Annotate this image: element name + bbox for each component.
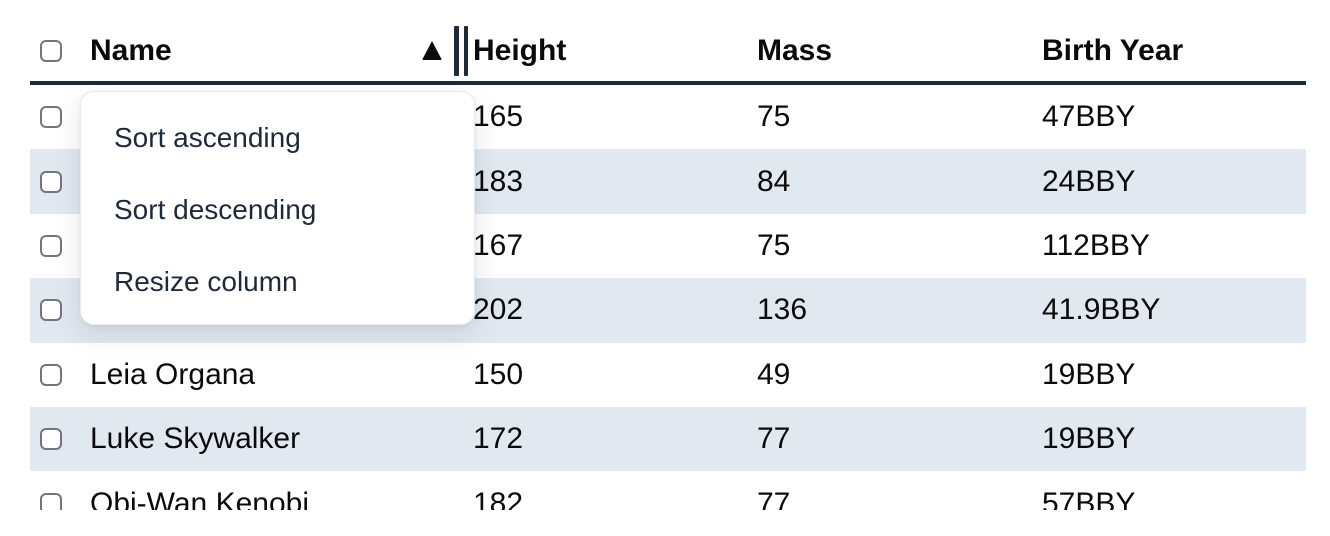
cell-name: Obi-Wan Kenobi bbox=[90, 487, 473, 510]
cell-text: 41.9BBY bbox=[1042, 293, 1161, 327]
cell-text: Leia Organa bbox=[90, 357, 256, 391]
cell-birth-year: 41.9BBY bbox=[1042, 293, 1306, 327]
row-select-cell bbox=[30, 428, 90, 451]
cell-text: 77 bbox=[757, 486, 791, 510]
cell-text: 183 bbox=[473, 164, 524, 198]
cell-text: 75 bbox=[757, 100, 791, 134]
column-header-birth-year-label: Birth Year bbox=[1042, 33, 1184, 67]
sort-ascending-icon bbox=[422, 41, 442, 60]
cell-name: Luke Skywalker bbox=[90, 422, 473, 456]
cell-text: 172 bbox=[473, 422, 524, 456]
table-header-row: Name Height Mass Birth Year bbox=[30, 0, 1306, 85]
column-header-height[interactable]: Height bbox=[473, 34, 757, 68]
cell-text: 150 bbox=[473, 357, 524, 391]
cell-text: 167 bbox=[473, 228, 524, 262]
cell-text: 75 bbox=[757, 228, 791, 262]
cell-text: 112BBY bbox=[1042, 228, 1150, 262]
column-header-name-label: Name bbox=[90, 33, 172, 67]
cell-text: 57BBY bbox=[1042, 486, 1136, 510]
cell-mass: 77 bbox=[757, 422, 1042, 456]
cell-text: 49 bbox=[757, 357, 791, 391]
cell-birth-year: 24BBY bbox=[1042, 165, 1306, 199]
cell-text: 136 bbox=[757, 293, 808, 327]
cell-birth-year: 47BBY bbox=[1042, 100, 1306, 134]
cell-height: 150 bbox=[473, 358, 757, 392]
cell-height: 183 bbox=[473, 165, 757, 199]
cell-birth-year: 112BBY bbox=[1042, 229, 1306, 263]
cell-mass: 75 bbox=[757, 229, 1042, 263]
cell-birth-year: 57BBY bbox=[1042, 487, 1306, 510]
cell-height: 167 bbox=[473, 229, 757, 263]
column-context-menu: Sort ascending Sort descending Resize co… bbox=[80, 91, 475, 325]
row-checkbox[interactable] bbox=[40, 234, 62, 257]
header-select-cell bbox=[30, 39, 90, 62]
cell-text: 165 bbox=[473, 100, 524, 134]
column-header-mass-label: Mass bbox=[757, 33, 833, 67]
cell-mass: 49 bbox=[757, 358, 1042, 392]
row-select-cell bbox=[30, 234, 90, 257]
cell-text: Obi-Wan Kenobi bbox=[90, 486, 309, 510]
cell-mass: 75 bbox=[757, 100, 1042, 134]
row-checkbox[interactable] bbox=[40, 170, 62, 193]
column-header-birth-year[interactable]: Birth Year bbox=[1042, 34, 1306, 68]
table-row: Obi-Wan Kenobi 182 77 57BBY bbox=[30, 471, 1306, 510]
cell-text: 182 bbox=[473, 486, 524, 510]
row-checkbox[interactable] bbox=[40, 363, 62, 386]
row-checkbox[interactable] bbox=[40, 299, 62, 322]
row-select-cell bbox=[30, 106, 90, 129]
row-checkbox[interactable] bbox=[40, 106, 62, 129]
table-row: 165 75 47BBY bbox=[30, 85, 1306, 149]
cell-height: 172 bbox=[473, 422, 757, 456]
cell-text: 84 bbox=[757, 164, 791, 198]
table-row: Luke Skywalker 172 77 19BBY bbox=[30, 406, 1306, 472]
cell-text: 24BBY bbox=[1042, 164, 1136, 198]
row-select-cell bbox=[30, 363, 90, 386]
menu-item-resize-column[interactable]: Resize column bbox=[114, 266, 298, 297]
cell-text: 202 bbox=[473, 293, 524, 327]
cell-mass: 77 bbox=[757, 487, 1042, 510]
row-select-cell bbox=[30, 170, 90, 193]
cell-text: 47BBY bbox=[1042, 100, 1136, 134]
column-header-mass[interactable]: Mass bbox=[757, 34, 1042, 68]
row-checkbox[interactable] bbox=[40, 492, 62, 510]
column-resize-handle[interactable] bbox=[454, 25, 468, 76]
select-all-checkbox[interactable] bbox=[40, 39, 62, 62]
row-select-cell bbox=[30, 492, 90, 510]
cell-height: 165 bbox=[473, 100, 757, 134]
cell-height: 202 bbox=[473, 293, 757, 327]
table-row: 167 75 112BBY bbox=[30, 214, 1306, 278]
cell-height: 182 bbox=[473, 487, 757, 510]
cell-name: Leia Organa bbox=[90, 358, 473, 392]
row-select-cell bbox=[30, 299, 90, 322]
cell-text: 19BBY bbox=[1042, 422, 1136, 456]
cell-text: Luke Skywalker bbox=[90, 422, 301, 456]
menu-item-sort-ascending[interactable]: Sort ascending bbox=[114, 122, 301, 153]
menu-item-sort-descending[interactable]: Sort descending bbox=[114, 194, 317, 225]
column-header-height-label: Height bbox=[473, 33, 567, 67]
cell-mass: 84 bbox=[757, 165, 1042, 199]
table-row: Leia Organa 150 49 19BBY bbox=[30, 343, 1306, 407]
row-checkbox[interactable] bbox=[40, 428, 62, 451]
cell-text: 19BBY bbox=[1042, 357, 1136, 391]
column-header-name[interactable]: Name bbox=[90, 25, 473, 76]
cell-birth-year: 19BBY bbox=[1042, 358, 1306, 392]
cell-text: 77 bbox=[757, 422, 791, 456]
cell-birth-year: 19BBY bbox=[1042, 422, 1306, 456]
cell-mass: 136 bbox=[757, 293, 1042, 327]
